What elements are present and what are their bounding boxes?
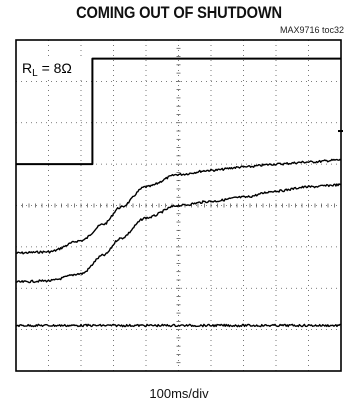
plot-grid bbox=[16, 40, 341, 371]
annotation-bg bbox=[18, 56, 82, 78]
x-axis-label: 100ms/div bbox=[149, 386, 209, 401]
trace-1 bbox=[16, 57, 341, 166]
trace-4 bbox=[15, 323, 342, 328]
load-annotation: RL = 8Ω bbox=[22, 60, 72, 79]
trace-2 bbox=[15, 158, 342, 255]
trace-3 bbox=[15, 183, 342, 284]
plot-frame bbox=[15, 39, 342, 372]
figure-id: MAX9716 toc32 bbox=[279, 25, 344, 35]
plot-traces bbox=[15, 57, 343, 328]
chart-title: COMING OUT OF SHUTDOWN bbox=[76, 3, 282, 22]
